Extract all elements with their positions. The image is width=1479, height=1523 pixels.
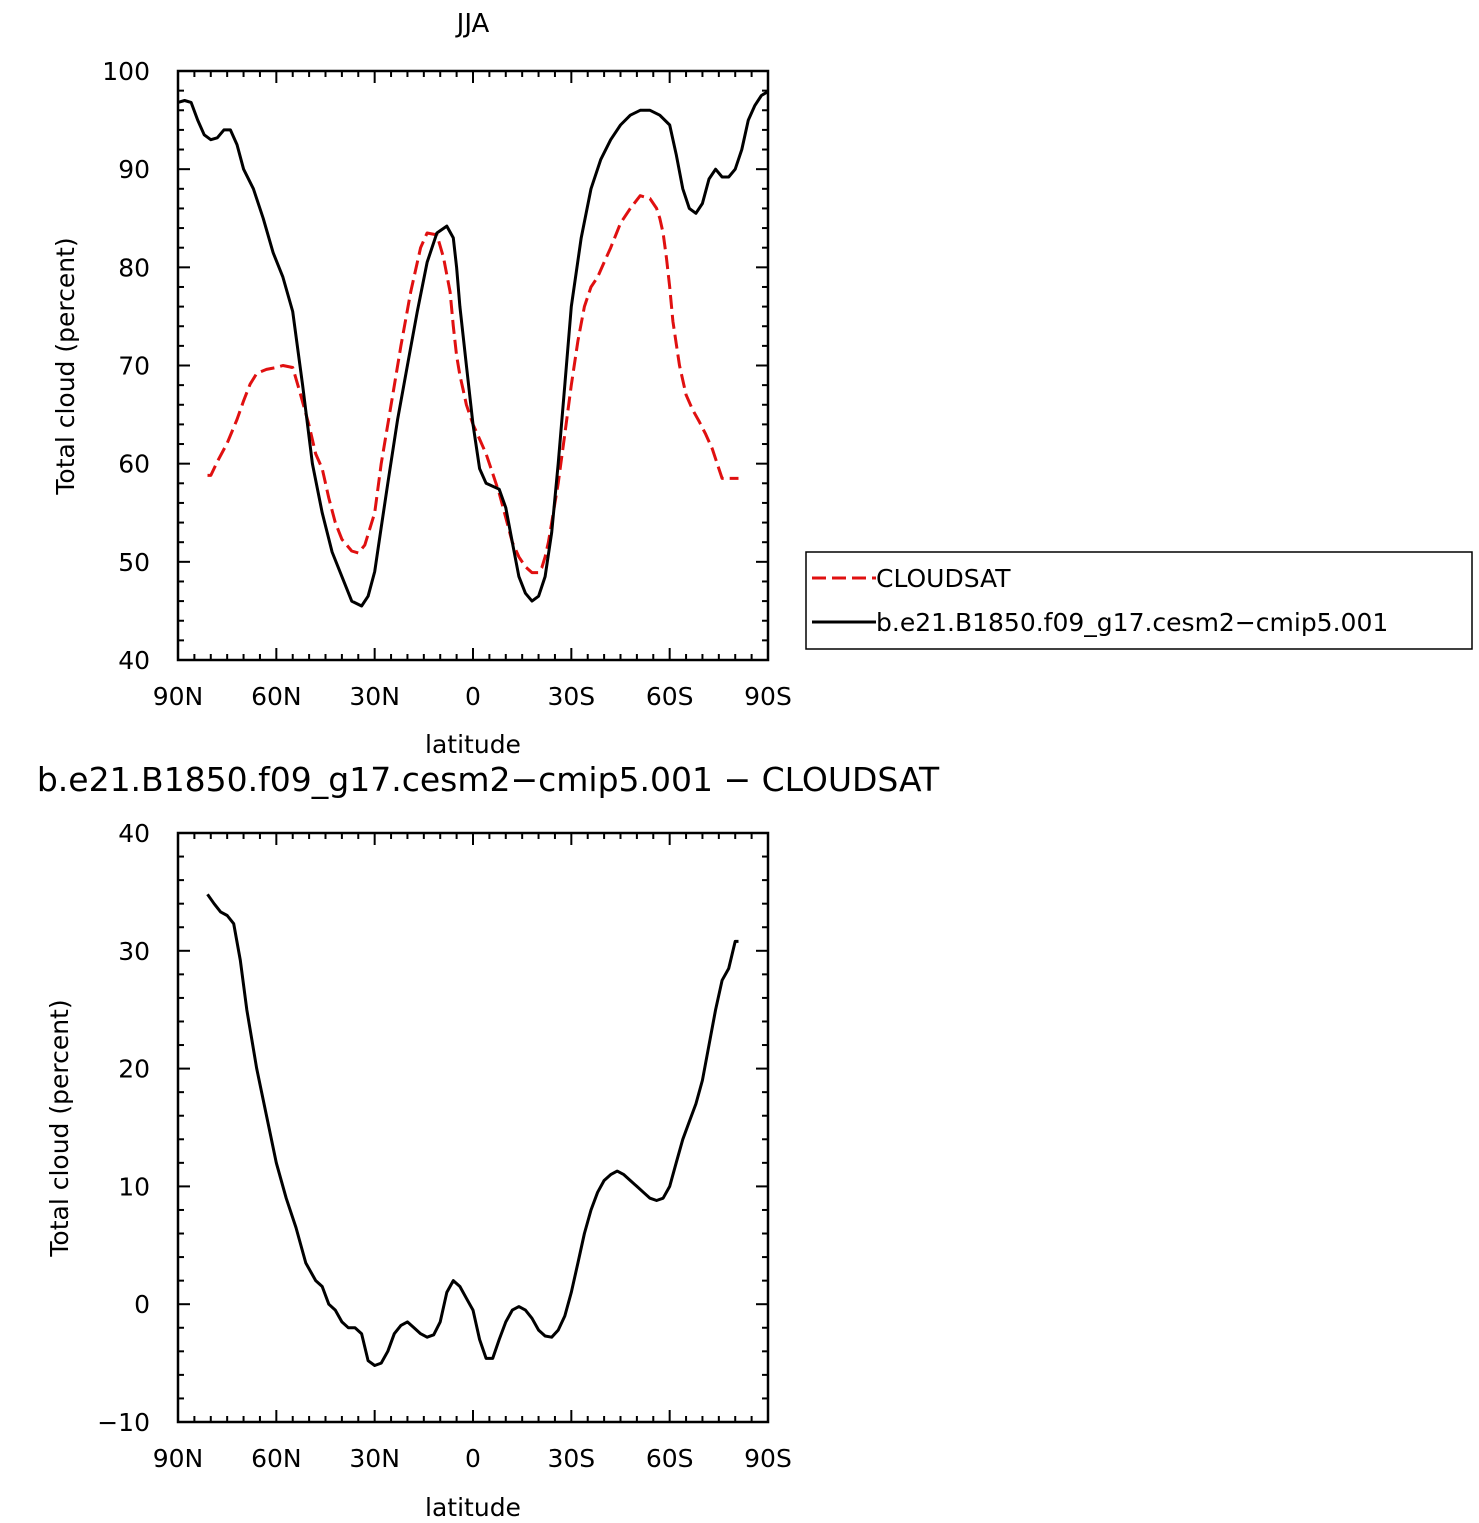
bottom-panel: b.e21.B1850.f09_g17.cesm2−cmip5.001 − CL… (37, 760, 940, 1522)
x-tick-label: 30N (349, 682, 400, 711)
x-tick-label: 60S (646, 1444, 694, 1473)
series-line-0 (207, 194, 739, 575)
x-tick-label: 90S (744, 1444, 792, 1473)
y-tick-label: 0 (134, 1290, 150, 1319)
legend: CLOUDSAT b.e21.B1850.f09_g17.cesm2−cmip5… (805, 551, 1473, 650)
y-tick-label: 70 (118, 352, 150, 381)
x-tick-label: 60S (646, 682, 694, 711)
x-tick-label: 60N (251, 682, 302, 711)
y-tick-label: 50 (118, 548, 150, 577)
x-tick-label: 30N (349, 1444, 400, 1473)
y-tick-label: 100 (102, 57, 150, 86)
x-tick-label: 0 (465, 682, 481, 711)
y-tick-label: 60 (118, 450, 150, 479)
top-y-axis-label: Total cloud (percent) (51, 237, 80, 495)
legend-label-model: b.e21.B1850.f09_g17.cesm2−cmip5.001 (876, 608, 1388, 637)
bottom-x-axis-label: latitude (425, 1493, 521, 1522)
legend-box (805, 551, 1473, 650)
x-tick-label: 30S (547, 1444, 595, 1473)
top-panel: JJA 90N 60N 30N 0 30S 60S 90S 40 50 60 70 80 90 100 l… (51, 9, 1473, 759)
bottom-plot-frame (176, 831, 770, 1424)
x-tick-label: 90N (153, 1444, 204, 1473)
y-tick-label: 30 (118, 937, 150, 966)
x-tick-label: 90N (153, 682, 204, 711)
legend-label-cloudsat: CLOUDSAT (876, 564, 1011, 593)
y-tick-label: 20 (118, 1055, 150, 1084)
x-tick-label: 60N (251, 1444, 302, 1473)
y-tick-label: −10 (97, 1408, 150, 1437)
x-tick-label: 90S (744, 682, 792, 711)
y-tick-label: 10 (118, 1172, 150, 1201)
difference-line (206, 893, 739, 1367)
series-line-1 (177, 90, 769, 608)
y-tick-label: 40 (118, 819, 150, 848)
x-tick-label: 0 (465, 1444, 481, 1473)
top-chart-title: JJA (455, 9, 490, 39)
y-tick-label: 80 (118, 253, 150, 282)
bottom-chart-title: b.e21.B1850.f09_g17.cesm2−cmip5.001 − CL… (37, 760, 940, 799)
y-tick-label: 90 (118, 155, 150, 184)
x-tick-label: 30S (547, 682, 595, 711)
top-x-axis-label: latitude (425, 730, 521, 759)
y-tick-label: 40 (118, 646, 150, 675)
bottom-y-axis-label: Total cloud (percent) (45, 999, 74, 1257)
